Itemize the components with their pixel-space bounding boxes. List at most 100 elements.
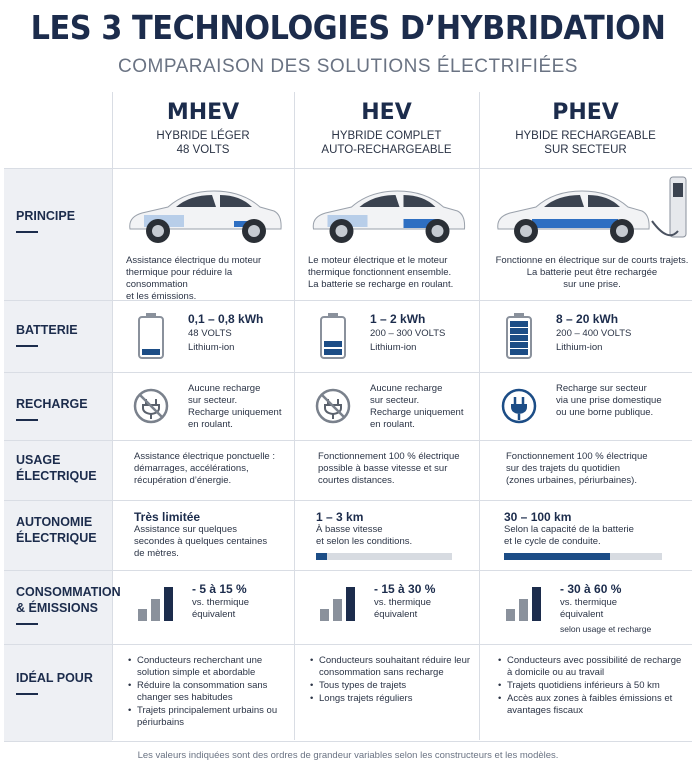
battery-type: Lithium-ion xyxy=(556,342,603,353)
battery-full-icon xyxy=(506,313,532,359)
text-line: thermique pour réduire la consommation xyxy=(126,267,233,290)
row-label: AUTONOMIE ÉLECTRIQUE xyxy=(4,501,112,571)
text-line: (zones urbaines, périurbaines). xyxy=(506,475,637,486)
column-header-hev: HEV HYBRIDE COMPLET AUTO-RECHARGEABLE xyxy=(294,92,479,168)
text-line: Recharge uniquement xyxy=(370,407,464,418)
row-label: CONSOMMATION & ÉMISSIONS xyxy=(4,571,121,645)
row-label-text: BATTERIE xyxy=(16,323,78,337)
text-line: équivalent xyxy=(374,609,418,620)
bar-chart-icon xyxy=(506,587,541,621)
row-label: USAGE ÉLECTRIQUE xyxy=(4,441,112,501)
usage-mhev: Assistance électrique ponctuelle : démar… xyxy=(134,451,292,487)
text-line: possible à basse vitesse et sur xyxy=(318,463,448,474)
text-line: Aucune recharge xyxy=(370,383,443,394)
range-bar-hev xyxy=(316,553,452,560)
range-bar-phev xyxy=(504,553,662,560)
text-line: Fonctionne en électrique sur de courts t… xyxy=(495,255,689,266)
text-line: sur une prise. xyxy=(563,279,621,290)
text-line: ou une borne publique. xyxy=(556,407,654,418)
text-line: via une prise domestique xyxy=(556,395,662,406)
text-line: Assistance électrique du moteur xyxy=(126,255,262,266)
label-underline xyxy=(16,345,38,347)
row-autonomie: AUTONOMIE ÉLECTRIQUE Très limitée Assist… xyxy=(4,500,692,571)
conso-hev: - 15 à 30 % vs. thermique équivalent xyxy=(374,583,474,621)
column-subtitle: AUTO-RECHARGEABLE xyxy=(321,144,452,156)
reduction-value: - 5 à 15 % xyxy=(192,582,247,596)
page-title: LES 3 TECHNOLOGIES D’HYBRIDATION xyxy=(30,8,666,47)
autonomie-phev: 30 – 100 km Selon la capacité de la batt… xyxy=(504,511,684,548)
label-underline xyxy=(16,693,38,695)
column-header-mhev: MHEV HYBRIDE LÉGER 48 VOLTS xyxy=(112,92,294,168)
row-label-text: ÉLECTRIQUE xyxy=(16,531,97,545)
row-label-text: & ÉMISSIONS xyxy=(16,601,98,615)
battery-mhev: 0,1 – 0,8 kWh 48 VOLTS Lithium-ion xyxy=(188,313,288,354)
list-item: Trajets quotidiens inférieurs à 50 km xyxy=(498,680,686,692)
row-label-text: CONSOMMATION xyxy=(16,585,121,599)
text-line: en roulant. xyxy=(188,419,233,430)
column-subtitle: HYBRIDE COMPLET xyxy=(331,130,442,142)
label-underline xyxy=(16,623,38,625)
text-line: Le moteur électrique et le moteur xyxy=(308,255,448,266)
battery-hev: 1 – 2 kWh 200 – 300 VOLTS Lithium-ion xyxy=(370,313,474,354)
battery-type: Lithium-ion xyxy=(370,342,417,353)
list-item: Conducteurs souhaitant réduire leur cons… xyxy=(310,655,474,679)
column-header-phev: PHEV HYBIDE RECHARGEABLE SUR SECTEUR xyxy=(479,92,692,168)
text-line: sur secteur. xyxy=(188,395,238,406)
text-line: courtes distances. xyxy=(318,475,395,486)
ideal-mhev: Conducteurs recherchant une solution sim… xyxy=(128,655,288,730)
list-item: Accès aux zones à faibles émissions et a… xyxy=(498,693,686,717)
battery-capacity: 0,1 – 0,8 kWh xyxy=(188,312,264,326)
battery-phev: 8 – 20 kWh 200 – 400 VOLTS Lithium-ion xyxy=(556,313,676,354)
column-subtitle: SUR SECTEUR xyxy=(544,144,627,156)
ideal-hev: Conducteurs souhaitant réduire leur cons… xyxy=(310,655,474,706)
label-underline xyxy=(16,419,38,421)
reduction-value: - 15 à 30 % xyxy=(374,582,436,596)
bullet-list: Conducteurs avec possibilité de recharge… xyxy=(498,655,686,717)
range-value: Très limitée xyxy=(134,510,201,524)
text-line: Assistance électrique ponctuelle : xyxy=(134,451,275,462)
row-consommation: CONSOMMATION & ÉMISSIONS - 5 à 15 % vs. … xyxy=(4,570,692,645)
text-line: sur des trajets du quotidien xyxy=(506,463,621,474)
range-bar-fill xyxy=(504,553,610,560)
text-line: vs. thermique xyxy=(560,597,618,608)
text-line: vs. thermique xyxy=(192,597,250,608)
bar-chart-icon xyxy=(320,587,355,621)
list-item: Réduire la consommation sans changer ses… xyxy=(128,680,288,704)
row-label-text: USAGE xyxy=(16,453,61,467)
column-code: HEV xyxy=(361,100,412,125)
text-line: Selon la capacité de la batterie xyxy=(504,524,634,535)
row-label: PRINCIPE xyxy=(4,169,112,301)
row-principe: PRINCIPE xyxy=(4,168,692,303)
list-item: Conducteurs avec possibilité de recharge… xyxy=(498,655,686,679)
page-subtitle: COMPARAISON DES SOLUTIONS ÉLECTRIFIÉES xyxy=(118,56,578,77)
column-subtitle: 48 VOLTS xyxy=(176,144,230,156)
text-line: Fonctionnement 100 % électrique xyxy=(506,451,648,462)
text-line: Fonctionnement 100 % électrique xyxy=(318,451,460,462)
autonomie-hev: 1 – 3 km À basse vitesse et selon les co… xyxy=(316,511,476,548)
text-line: équivalent xyxy=(192,609,236,620)
text-line: démarrages, accélérations, xyxy=(134,463,249,474)
recharge-hev: Aucune recharge sur secteur. Recharge un… xyxy=(370,383,474,431)
ideal-phev: Conducteurs avec possibilité de recharge… xyxy=(498,655,686,718)
row-label-text: ÉLECTRIQUE xyxy=(16,469,97,483)
principe-mhev: Assistance électrique du moteur thermiqu… xyxy=(126,255,291,303)
text-line: Aucune recharge xyxy=(188,383,261,394)
text-line: équivalent xyxy=(560,609,604,620)
battery-capacity: 8 – 20 kWh xyxy=(556,312,619,326)
usage-phev: Fonctionnement 100 % électrique sur des … xyxy=(506,451,686,487)
range-bar-fill xyxy=(316,553,327,560)
text-line: La batterie peut être rechargée xyxy=(526,267,658,278)
row-label-text: IDÉAL POUR xyxy=(16,671,93,685)
bullet-list: Conducteurs recherchant une solution sim… xyxy=(128,655,288,729)
row-recharge: RECHARGE Aucune recharge sur secteur. Re… xyxy=(4,372,692,441)
row-label-text: PRINCIPE xyxy=(16,209,76,223)
text-line: de mètres. xyxy=(134,548,179,559)
no-plug-icon xyxy=(133,388,169,424)
row-label-text: RECHARGE xyxy=(16,397,88,411)
range-value: 1 – 3 km xyxy=(316,510,364,524)
row-label: IDÉAL POUR xyxy=(4,645,112,741)
row-label-text: AUTONOMIE xyxy=(16,515,93,529)
range-value: 30 – 100 km xyxy=(504,510,572,524)
list-item: Trajets principalement urbains ou périur… xyxy=(128,705,288,729)
usage-hev: Fonctionnement 100 % électrique possible… xyxy=(318,451,478,487)
